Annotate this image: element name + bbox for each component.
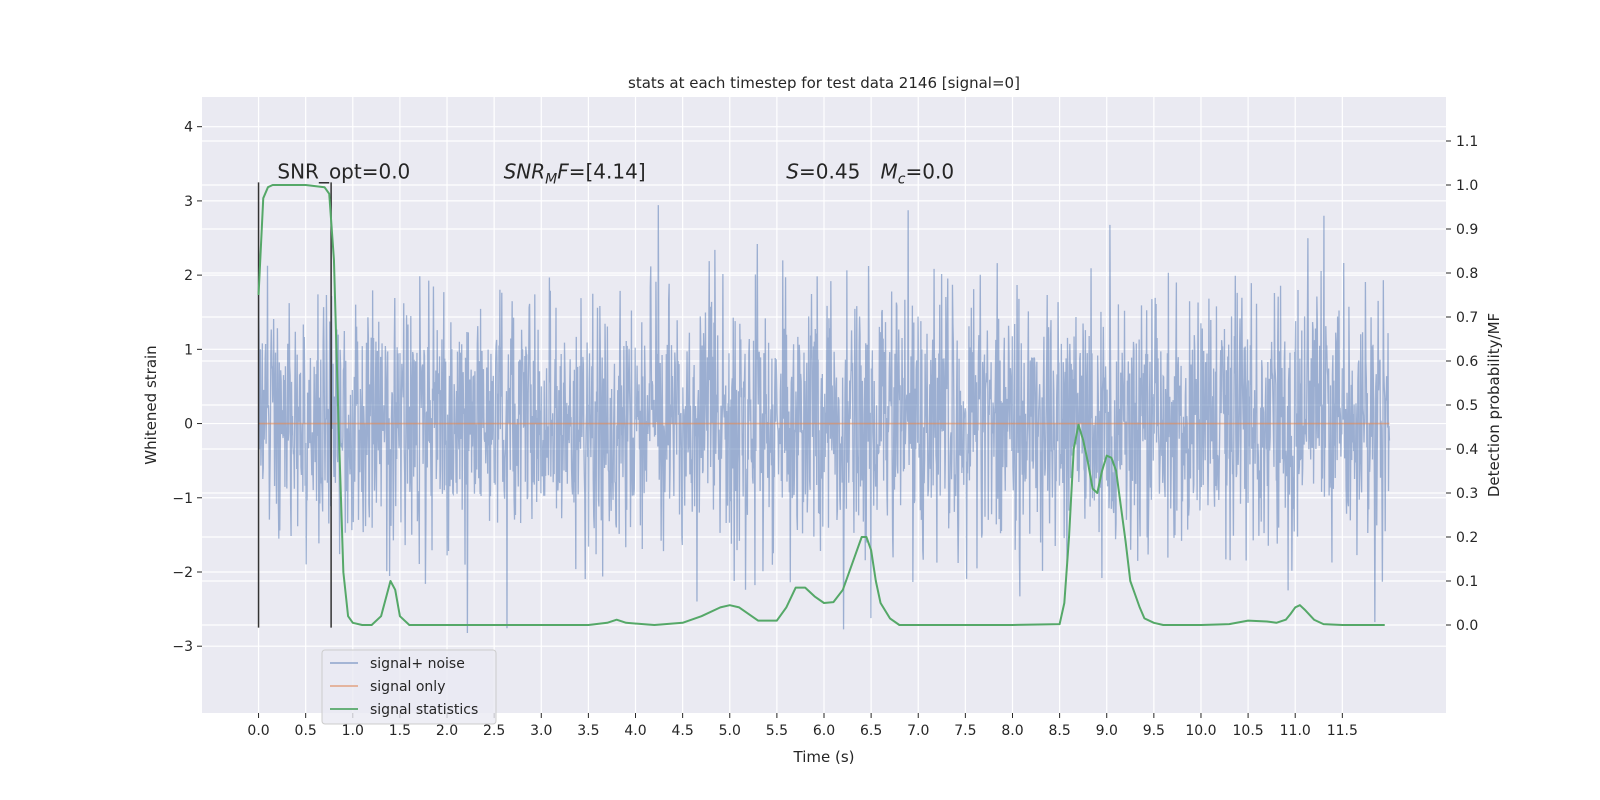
legend-label-signal-plus-noise: signal+ noise	[370, 656, 465, 672]
y-right-tick-label-11: 1.1	[1456, 134, 1478, 150]
x-tick-label-8: 4.0	[624, 723, 646, 739]
x-tick-label-1: 0.5	[295, 723, 317, 739]
x-tick-label-21: 10.5	[1233, 723, 1264, 739]
signal-statistics-line	[257, 184, 1385, 626]
x-axis-ticks: 0.0 0.5 1.0 1.5 2.0 2.5 3.0 3.5 4.0 4.5 5.0 5.5 6.0 6…	[247, 713, 1358, 739]
series-signal-statistics	[257, 184, 1385, 626]
annotation-snr-mf: SNRMF=[4.14]	[504, 160, 646, 188]
y-tick-label-5: 2	[184, 268, 193, 284]
y-tick-label-6: 3	[184, 194, 193, 210]
y-right-tick-label-1: 0.1	[1456, 574, 1478, 590]
x-tick-label-18: 9.0	[1096, 723, 1118, 739]
x-tick-label-9: 4.5	[672, 723, 694, 739]
chart-title: stats at each timestep for test data 214…	[628, 74, 1020, 92]
signal-plus-noise-line	[257, 205, 1391, 633]
annotation-snr-opt: SNR_opt=0.0	[277, 160, 410, 184]
y-right-tick-label-0: 0.0	[1456, 618, 1478, 634]
x-tick-label-5: 2.5	[483, 723, 505, 739]
legend-box	[321, 649, 497, 725]
x-tick-label-19: 9.5	[1143, 723, 1165, 739]
series-signal-plus-noise	[257, 205, 1391, 633]
x-tick-label-11: 5.5	[766, 723, 788, 739]
annotation-mc-stat: Mc=0.0	[881, 160, 955, 188]
y-right-tick-label-6: 0.6	[1456, 354, 1478, 370]
y-axis-ticks: −3 −2 −1 0 1 2 3 4	[172, 120, 202, 655]
x-tick-label-4: 2.0	[436, 723, 458, 739]
y-tick-label-4: 1	[184, 342, 193, 358]
y-tick-label-7: 4	[184, 120, 193, 136]
legend: signal+ noise signal only signal statist…	[321, 649, 497, 725]
y-tick-label-1: −2	[172, 565, 193, 581]
vertical-markers	[257, 182, 332, 628]
y-right-tick-label-4: 0.4	[1456, 442, 1478, 458]
annotation-s-stat: S=0.45	[786, 160, 860, 184]
x-axis-label: Time (s)	[793, 748, 855, 766]
y-tick-label-2: −1	[172, 491, 193, 507]
y-right-tick-label-2: 0.2	[1456, 530, 1478, 546]
legend-label-signal-statistics: signal statistics	[370, 702, 478, 718]
x-tick-label-6: 3.0	[530, 723, 552, 739]
x-tick-label-15: 7.5	[954, 723, 976, 739]
x-tick-label-12: 6.0	[813, 723, 835, 739]
y-tick-label-3: 0	[184, 417, 193, 433]
y-right-tick-label-3: 0.3	[1456, 486, 1478, 502]
y-right-tick-label-5: 0.5	[1456, 398, 1478, 414]
x-tick-label-16: 8.0	[1001, 723, 1023, 739]
x-tick-label-7: 3.5	[577, 723, 599, 739]
y-right-tick-label-9: 0.9	[1456, 222, 1478, 238]
x-tick-label-20: 10.0	[1185, 723, 1216, 739]
y-right-axis-label: Detection probability/MF	[1485, 313, 1503, 497]
x-tick-label-0: 0.0	[247, 723, 269, 739]
annotations: SNR_opt=0.0 SNRMF=[4.14] S=0.45 Mc=0.0	[277, 160, 954, 188]
y-right-tick-label-10: 1.0	[1456, 178, 1478, 194]
x-tick-label-10: 5.0	[719, 723, 741, 739]
y-right-tick-label-7: 0.7	[1456, 310, 1478, 326]
y-right-tick-label-8: 0.8	[1456, 266, 1478, 282]
x-tick-label-2: 1.0	[342, 723, 364, 739]
x-tick-label-3: 1.5	[389, 723, 411, 739]
x-tick-label-23: 11.5	[1327, 723, 1358, 739]
x-tick-label-17: 8.5	[1048, 723, 1070, 739]
x-tick-label-22: 11.0	[1280, 723, 1311, 739]
y-right-axis-ticks: 0.0 0.1 0.2 0.3 0.4 0.5 0.6 0.7 0.8 0.9 1.0 1.1	[1446, 134, 1478, 634]
x-tick-label-14: 7.0	[907, 723, 929, 739]
y-axis-label: Whitened strain	[142, 345, 160, 464]
x-tick-label-13: 6.5	[860, 723, 882, 739]
y-tick-label-0: −3	[172, 639, 193, 655]
legend-label-signal-only: signal only	[370, 679, 445, 695]
